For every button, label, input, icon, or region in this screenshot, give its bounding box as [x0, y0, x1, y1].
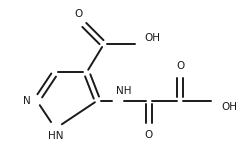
Text: O: O: [145, 130, 153, 140]
Text: NH: NH: [116, 86, 132, 96]
Text: OH: OH: [144, 33, 160, 42]
Text: O: O: [176, 61, 184, 71]
Text: HN: HN: [48, 131, 63, 141]
Text: OH: OH: [221, 102, 237, 112]
Text: O: O: [75, 9, 83, 19]
Text: N: N: [23, 95, 31, 106]
